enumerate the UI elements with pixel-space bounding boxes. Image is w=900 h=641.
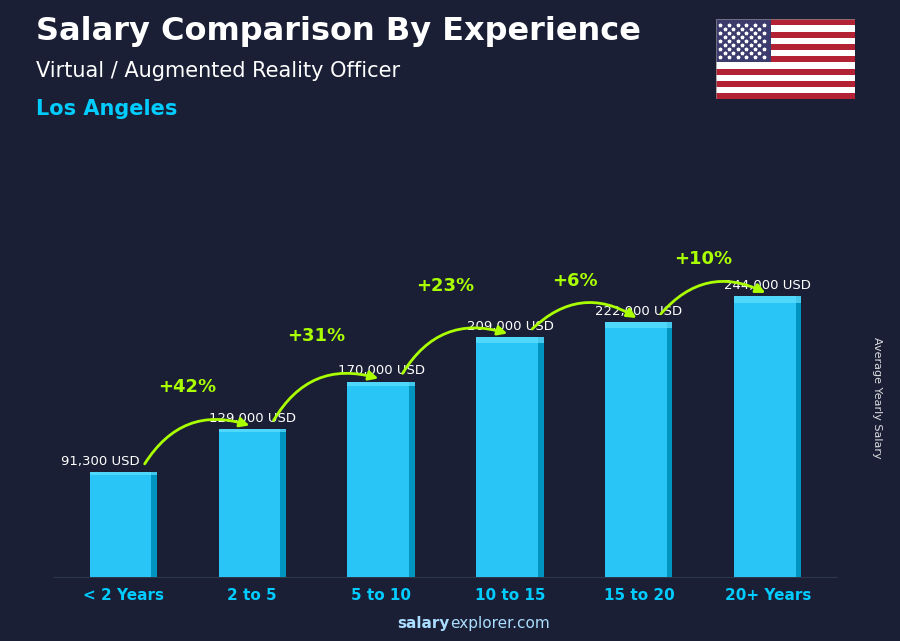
Text: +6%: +6%: [552, 272, 598, 290]
Text: +10%: +10%: [674, 250, 733, 268]
Bar: [734, 296, 801, 577]
Text: 209,000 USD: 209,000 USD: [466, 320, 554, 333]
Bar: [716, 26, 855, 31]
Bar: [606, 322, 672, 577]
Bar: [716, 31, 855, 38]
Bar: [716, 75, 855, 81]
Bar: [716, 62, 855, 69]
Text: explorer.com: explorer.com: [450, 617, 550, 631]
Bar: [716, 69, 855, 75]
Bar: [90, 472, 157, 577]
Text: 91,300 USD: 91,300 USD: [60, 455, 140, 468]
Text: Los Angeles: Los Angeles: [36, 99, 177, 119]
Bar: [716, 38, 855, 44]
Bar: [347, 381, 415, 577]
Bar: [716, 87, 855, 93]
Text: 170,000 USD: 170,000 USD: [338, 365, 425, 378]
Bar: [667, 322, 672, 577]
Bar: [734, 296, 801, 303]
Text: +23%: +23%: [417, 278, 474, 296]
Bar: [716, 56, 855, 62]
Text: +31%: +31%: [287, 327, 346, 345]
Text: Virtual / Augmented Reality Officer: Virtual / Augmented Reality Officer: [36, 61, 400, 81]
Text: 222,000 USD: 222,000 USD: [596, 304, 682, 318]
Bar: [606, 322, 672, 328]
Bar: [219, 429, 285, 432]
Bar: [151, 472, 157, 577]
Bar: [716, 19, 855, 26]
Bar: [538, 337, 544, 577]
Bar: [410, 381, 415, 577]
Text: 244,000 USD: 244,000 USD: [724, 279, 811, 292]
Text: salary: salary: [398, 617, 450, 631]
Bar: [347, 381, 415, 387]
Bar: [716, 44, 855, 50]
Bar: [796, 296, 801, 577]
Text: Salary Comparison By Experience: Salary Comparison By Experience: [36, 16, 641, 47]
Bar: [476, 337, 544, 577]
Bar: [476, 337, 544, 343]
Bar: [280, 429, 285, 577]
Bar: [716, 19, 771, 62]
Bar: [90, 472, 157, 474]
Text: +42%: +42%: [158, 378, 217, 396]
Bar: [716, 93, 855, 99]
Text: Average Yearly Salary: Average Yearly Salary: [872, 337, 883, 458]
Bar: [716, 50, 855, 56]
Text: 129,000 USD: 129,000 USD: [209, 412, 295, 424]
Bar: [219, 429, 285, 577]
Bar: [716, 81, 855, 87]
